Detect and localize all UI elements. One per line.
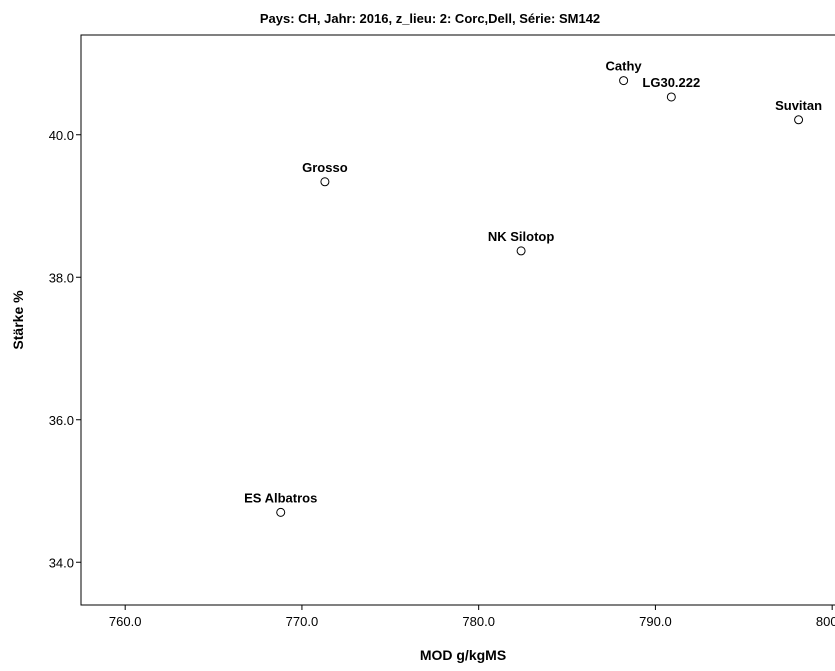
data-point-label: Suvitan: [775, 98, 822, 113]
x-tick-label: 800.0: [816, 614, 835, 629]
data-point: [666, 92, 676, 102]
data-point-label: LG30.222: [642, 75, 700, 90]
y-tick-label: 38.0: [49, 270, 74, 285]
y-tick-label: 40.0: [49, 128, 74, 143]
plot-frame: [80, 34, 835, 606]
chart-title: Pays: CH, Jahr: 2016, z_lieu: 2: Corc,De…: [260, 11, 600, 26]
data-point-label: Cathy: [606, 59, 643, 74]
x-axis-label: MOD g/kgMS: [420, 647, 506, 663]
data-point: [794, 115, 804, 125]
data-point: [516, 246, 526, 256]
x-tick-label: 770.0: [286, 614, 319, 629]
data-point-label: ES Albatros: [244, 490, 317, 505]
y-tick-label: 34.0: [49, 555, 74, 570]
x-axis: 760.0 770.0 780.0 790.0 800.0: [109, 605, 835, 629]
y-axis-label: Stärke %: [10, 290, 26, 350]
data-point-label: NK Silotop: [488, 229, 554, 244]
x-tick-label: 790.0: [639, 614, 672, 629]
y-axis: 34.0 36.0 38.0 40.0: [49, 128, 81, 570]
x-tick-label: 780.0: [462, 614, 495, 629]
x-tick-label: 760.0: [109, 614, 142, 629]
data-point: [320, 177, 330, 187]
y-tick-label: 36.0: [49, 413, 74, 428]
data-point: [619, 76, 629, 86]
data-point: [276, 507, 286, 517]
data-point-label: Grosso: [302, 160, 348, 175]
